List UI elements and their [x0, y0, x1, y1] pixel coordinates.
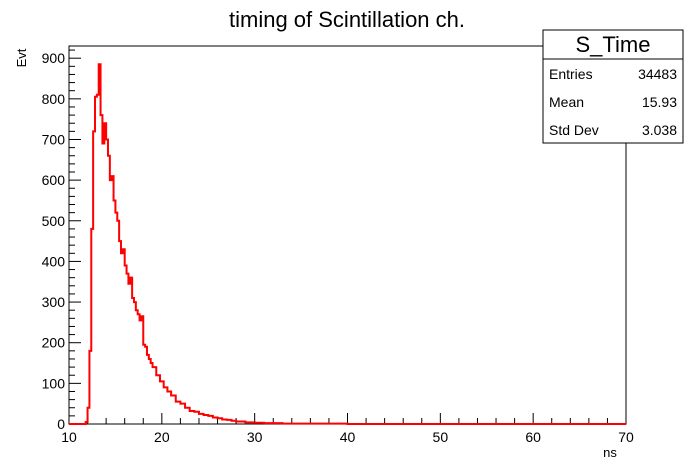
- x-tick-label: 30: [247, 429, 263, 445]
- y-tick-label: 600: [42, 172, 66, 188]
- stats-label-mean: Mean: [549, 94, 584, 110]
- stats-label-stddev: Std Dev: [549, 122, 599, 138]
- x-tick-label: 20: [154, 429, 170, 445]
- x-tick-label: 40: [340, 429, 356, 445]
- stats-box-frame: [542, 29, 684, 144]
- y-tick-label: 800: [42, 91, 66, 107]
- series-line: [69, 63, 626, 425]
- x-axis-label: ns: [603, 445, 617, 460]
- y-tick-label: 0: [57, 416, 65, 432]
- y-tick-label: 200: [42, 335, 66, 351]
- y-tick-label: 400: [42, 253, 66, 269]
- stats-box-title: S_Time: [576, 32, 651, 57]
- stats-value-stddev: 3.038: [642, 122, 677, 138]
- stats-value-entries: 34483: [638, 66, 677, 82]
- x-tick-label: 50: [433, 429, 449, 445]
- stats-value-mean: 15.93: [642, 94, 677, 110]
- y-tick-label: 300: [42, 294, 66, 310]
- x-axis: 10 20 30 40 50 60 70: [61, 413, 634, 445]
- x-tick-label: 10: [61, 429, 77, 445]
- y-tick-label: 700: [42, 131, 66, 147]
- x-tick-label: 70: [618, 429, 634, 445]
- chart-title: timing of Scintillation ch.: [229, 7, 465, 32]
- x-tick-label: 60: [525, 429, 541, 445]
- y-axis: 0 100 200 300 400 500 600 700 800 900: [42, 49, 81, 432]
- y-axis-label: Evt: [14, 48, 29, 67]
- stats-label-entries: Entries: [549, 66, 593, 82]
- y-tick-label: 900: [42, 50, 66, 66]
- y-tick-label: 500: [42, 213, 66, 229]
- y-tick-label: 100: [42, 375, 66, 391]
- stats-box: S_Time Entries 34483 Mean 15.93 Std Dev …: [542, 29, 684, 144]
